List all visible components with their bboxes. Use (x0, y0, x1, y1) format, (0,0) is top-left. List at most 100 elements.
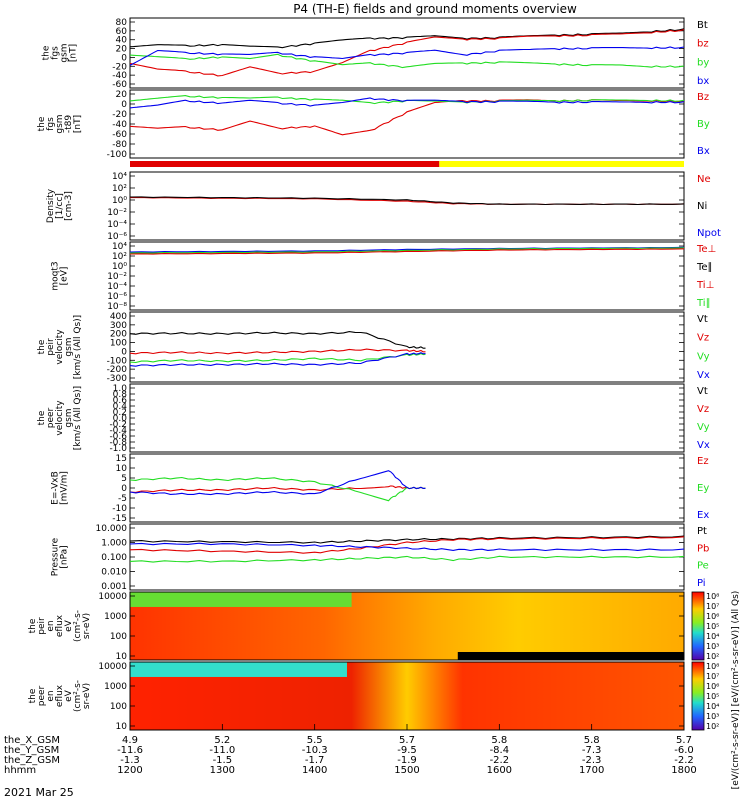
legend-entry: Ne (697, 174, 711, 185)
x-tick-label: -2.3 (582, 755, 602, 766)
x-tick-label: -9.5 (397, 745, 417, 756)
series-line-bx (129, 46, 685, 66)
y-axis-label: [km/s (All Qs)] (73, 386, 83, 450)
legend-entry: Vt (697, 314, 708, 325)
colorbar-tick-label: 10⁶ (706, 612, 719, 621)
series-line-bz (129, 29, 685, 77)
x-tick-label: 5.2 (214, 735, 230, 746)
x-row-label: the_X_GSM (4, 735, 60, 746)
y-tick-label: 400 (110, 312, 127, 322)
legend-entry: Ti⊥ (696, 280, 714, 291)
y-tick-label: 10² (112, 252, 127, 262)
x-tick-label: 1700 (579, 765, 604, 776)
x-tick-label: -11.6 (117, 745, 143, 756)
x-row-label: the_Y_GSM (4, 745, 59, 756)
x-tick-label: 1200 (117, 765, 142, 776)
y-tick-label: -80 (112, 140, 127, 150)
x-tick-label: -1.7 (305, 755, 325, 766)
panel-pressure: 10.000 1.000 0.100 0.010 0.001 Pressure [nPa] P… (51, 523, 709, 592)
orbit-bar-red (130, 161, 440, 167)
y-axis-label: peer (46, 407, 56, 428)
series-line-Vz (129, 348, 426, 355)
colorbar-tick-label: 10⁴ (706, 702, 719, 711)
panel-frame (129, 17, 685, 89)
date-label: 2021 Mar 25 (4, 786, 74, 799)
x-tick-label: -8.4 (490, 745, 510, 756)
y-tick-label: 0.2 (113, 408, 127, 418)
y-axis-label: -t89 (64, 115, 74, 134)
legend-entry: by (697, 57, 709, 68)
y-axis-label: the (37, 339, 47, 354)
panel-frame (129, 171, 685, 241)
y-tick-label: -60 (112, 80, 127, 90)
legend-entry: Pe (697, 561, 709, 572)
series-line-Pt (129, 535, 685, 544)
y-tick-label: 60 (116, 27, 128, 37)
y-tick-label: -1.0 (109, 444, 127, 454)
x-tick-label: 1600 (487, 765, 512, 776)
y-axis-label: [nPa] (60, 545, 70, 568)
panel-peer_velocity: 1.00.80.60.40.20.0-0.2-0.4-0.6-0.8-1.0 th… (37, 383, 710, 454)
y-axis-label: sr-eV) (82, 613, 92, 639)
y-tick-label: 0 (121, 347, 127, 357)
y-axis-label: [cm-3] (64, 191, 74, 221)
y-axis-label: velocity (55, 400, 65, 436)
x-tick-label: 5.8 (491, 735, 507, 746)
y-axis-label: moqt3 (51, 261, 61, 290)
series-line-Bt (129, 28, 685, 49)
series-line-Vy (129, 353, 426, 364)
panel-density: 10⁴ 10² 10⁰ 10⁻² 10⁻⁴ 10⁻⁶ Density [1/cc] [cm-3]… (46, 171, 721, 242)
x-tick-label: 4.9 (122, 735, 138, 746)
y-tick-label: 10⁻⁴ (107, 282, 127, 292)
y-tick-label: 10 (116, 722, 128, 732)
y-axis-label: [nT] (69, 44, 79, 62)
legend-entry: Ti∥ (696, 298, 711, 309)
x-tick-label: 5.7 (399, 735, 415, 746)
y-axis-label: Pressure (51, 537, 61, 576)
panel-fgs_gsm_sub: 200-20-40-60-80-100 the fgs gsm -t89 [nT] Bz By… (37, 89, 710, 160)
y-tick-label: 40 (116, 36, 128, 46)
series-line-Pb (129, 536, 685, 554)
y-tick-label: -40 (112, 120, 127, 130)
legend-entry: Vt (697, 386, 708, 397)
y-tick-label: 10⁰ (112, 262, 127, 272)
y-tick-label: 200 (110, 330, 127, 340)
series-line-Vt (129, 331, 426, 349)
y-tick-label: -0.8 (109, 438, 127, 448)
y-tick-label: 10000 (98, 662, 127, 672)
series-line-Pe (129, 555, 685, 563)
colorbar-tick-label: 10² (706, 652, 719, 661)
legend-entry: Bz (697, 92, 709, 103)
legend-entry: Ey (697, 483, 709, 494)
y-axis-label: [km/s (All Qs)] (73, 315, 83, 379)
x-tick-label: -7.3 (582, 745, 602, 756)
series-line-Vx (129, 352, 426, 367)
legend-entry: Ex (697, 510, 709, 521)
y-tick-label: -5 (118, 494, 127, 504)
legend-entry: bx (697, 76, 709, 87)
y-axis-label: sr-eV) (82, 683, 92, 709)
y-axis-label: en (46, 620, 56, 631)
y-tick-label: 0.8 (113, 390, 128, 400)
y-tick-label: 0.010 (101, 568, 127, 578)
y-tick-label: 0.0 (113, 414, 128, 424)
series-line-Bz (129, 99, 685, 136)
y-axis-label: gsm (64, 408, 74, 427)
x-tick-label: 5.8 (584, 735, 600, 746)
heatmap-noise-band (457, 652, 684, 660)
y-tick-label: 10.000 (96, 524, 128, 534)
legend-entry: Vz (697, 404, 709, 415)
y-tick-label: 0 (121, 53, 127, 63)
y-axis-label: the (28, 688, 38, 703)
y-axis-label: the (42, 45, 52, 60)
x-tick-label: -1.9 (397, 755, 417, 766)
y-tick-label: -20 (112, 110, 127, 120)
y-tick-label: 1000 (104, 612, 127, 622)
y-tick-label: 0.4 (113, 402, 128, 412)
legend-entry: Te∥ (696, 262, 713, 273)
